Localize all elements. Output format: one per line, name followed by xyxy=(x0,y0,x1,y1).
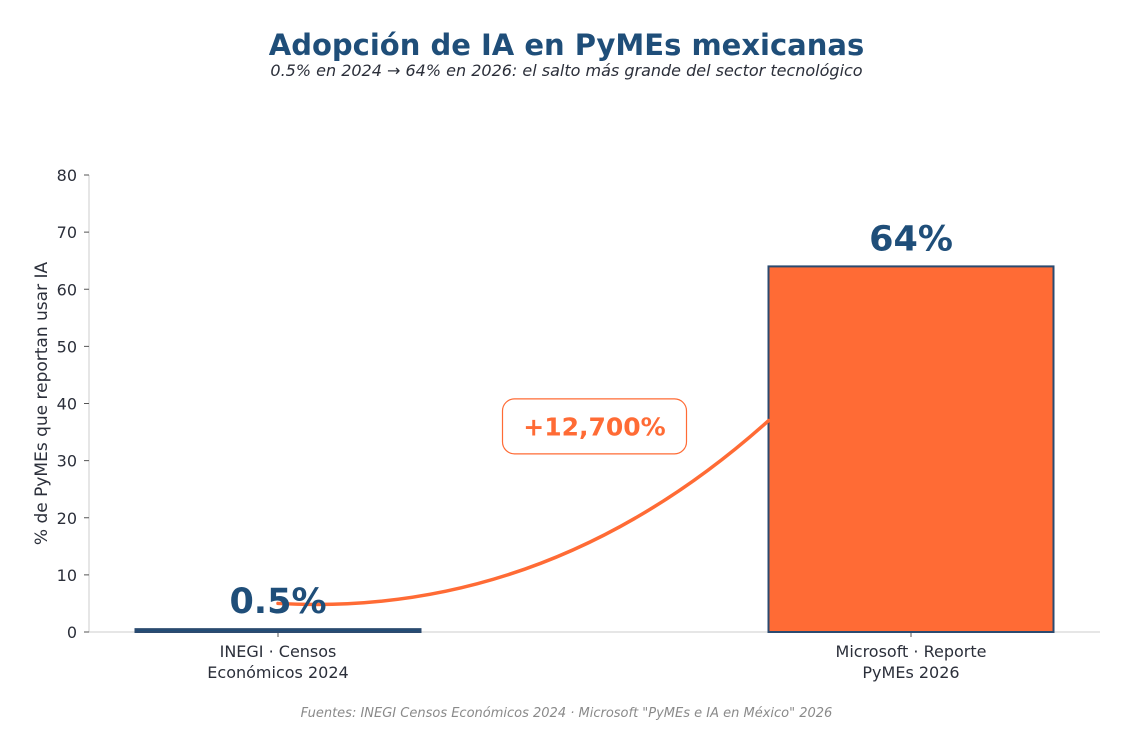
category-label: PyMEs 2026 xyxy=(862,663,959,682)
category-label: Microsoft · Reporte xyxy=(836,642,987,661)
chart-bars xyxy=(134,265,1055,633)
chart-title: Adopción de IA en PyMEs mexicanas xyxy=(268,28,865,62)
annotation-label: +12,700% xyxy=(523,412,665,441)
y-tick-label: 20 xyxy=(57,509,77,528)
annotation-box xyxy=(501,398,688,455)
value-label: 0.5% xyxy=(229,582,326,622)
y-tick-label: 70 xyxy=(57,223,77,242)
y-tick-label: 30 xyxy=(57,452,77,471)
bar-0 xyxy=(134,628,422,633)
bar-1 xyxy=(767,265,1055,633)
y-tick-label: 0 xyxy=(67,623,77,642)
y-axis-label: % de PyMEs que reportan usar IA xyxy=(32,262,52,546)
value-label: 64% xyxy=(869,219,953,259)
y-tick-label: 60 xyxy=(57,280,77,299)
source-note: Fuentes: INEGI Censos Económicos 2024 · … xyxy=(300,706,833,721)
y-tick-label: 40 xyxy=(57,395,77,414)
category-label: INEGI · Censos xyxy=(220,642,337,661)
chart-axes: 0 10 20 30 40 50 60 70 80 % de PyMEs que reportan… xyxy=(32,166,1100,642)
growth-arrow xyxy=(276,418,771,607)
y-tick-label: 80 xyxy=(57,166,77,185)
chart-subtitle: 0.5% en 2024 → 64% en 2026: el salto más… xyxy=(270,61,863,80)
chart-annotation: +12,700% xyxy=(276,398,771,607)
category-label: Económicos 2024 xyxy=(207,663,348,682)
chart-labels: INEGI · Censos Económicos 2024 0.5% Microso… xyxy=(207,219,986,682)
y-tick-label: 10 xyxy=(57,566,77,585)
y-tick-label: 50 xyxy=(57,337,77,356)
